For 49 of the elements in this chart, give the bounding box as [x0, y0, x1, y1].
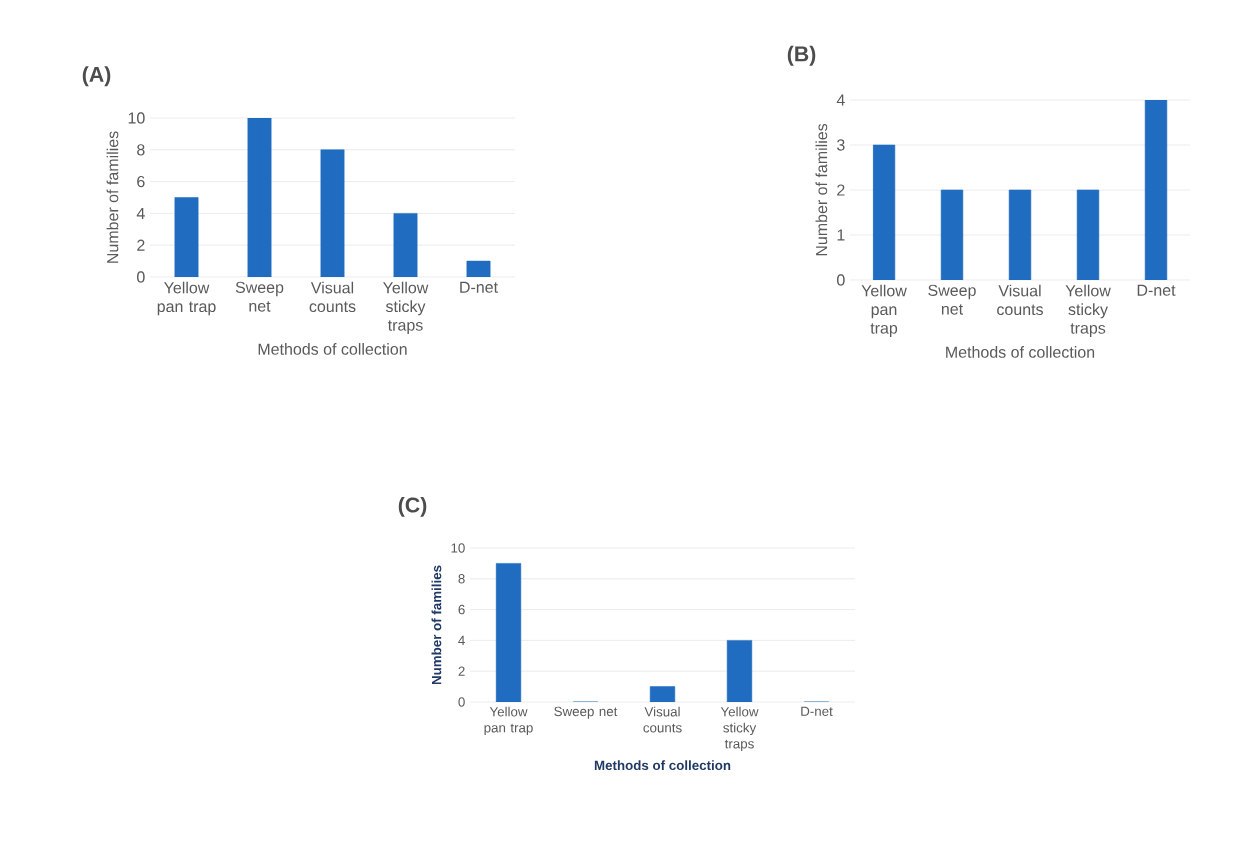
x-tick-label: D-net [1137, 284, 1176, 296]
y-tick-label: 2 [137, 239, 145, 251]
x-tick-label: D-net [460, 281, 498, 293]
x-tick-label: Yellow sticky traps [383, 281, 429, 334]
x-tick-label: Yellow pan trap [484, 706, 533, 736]
y-tick-label: 0 [137, 271, 145, 283]
chart-title: (A) [82, 66, 111, 87]
bar [726, 640, 753, 702]
bar [174, 197, 199, 277]
x-tick-label: D-net [801, 706, 833, 716]
y-tick-label: 10 [128, 112, 145, 124]
x-tick-label: Sweep net [554, 706, 618, 719]
y-tick-label: 0 [837, 274, 845, 286]
bar [495, 563, 522, 702]
bar [393, 213, 418, 277]
x-tick-label: Visual counts [643, 706, 682, 733]
y-tick-label: 8 [458, 574, 465, 584]
bar [649, 686, 676, 702]
bar [247, 117, 272, 277]
x-tick-label: Visual counts [309, 281, 356, 313]
y-tick-label: 4 [836, 94, 845, 106]
y-axis-title: Number of families [815, 123, 828, 256]
y-axis-title: Number of families [106, 131, 119, 263]
x-tick-label: Visual counts [997, 284, 1043, 316]
chart-title: (B) [787, 45, 816, 66]
x-tick-label: Sweep net [928, 284, 976, 315]
x-axis-title: Methods of collection [258, 343, 407, 355]
x-tick-label: Yellow sticky traps [1065, 284, 1111, 337]
x-tick-label: Yellow pan trap [861, 284, 907, 337]
y-axis-title: Number of families [431, 565, 442, 685]
chart-title: (C) [398, 496, 427, 517]
y-tick-label: 2 [458, 666, 465, 676]
y-tick-label: 10 [451, 543, 465, 553]
x-axis-title: Methods of collection [946, 346, 1095, 358]
y-tick-label: 6 [458, 604, 465, 615]
y-tick-label: 3 [837, 139, 845, 151]
bar [320, 149, 345, 277]
x-tick-label: Yellow sticky traps [720, 706, 759, 752]
x-axis-title: Methods of collection [594, 760, 731, 771]
y-tick-label: 8 [137, 144, 145, 156]
x-tick-label: Yellow pan trap [157, 281, 216, 316]
y-tick-label: 0 [458, 697, 465, 707]
bar [466, 260, 491, 277]
y-tick-label: 1 [837, 229, 845, 241]
y-tick-label: 4 [136, 207, 145, 219]
x-tick-label: Sweep net [235, 281, 284, 312]
y-tick-label: 2 [837, 184, 845, 196]
y-tick-label: 6 [137, 175, 145, 188]
y-tick-label: 4 [458, 635, 465, 645]
